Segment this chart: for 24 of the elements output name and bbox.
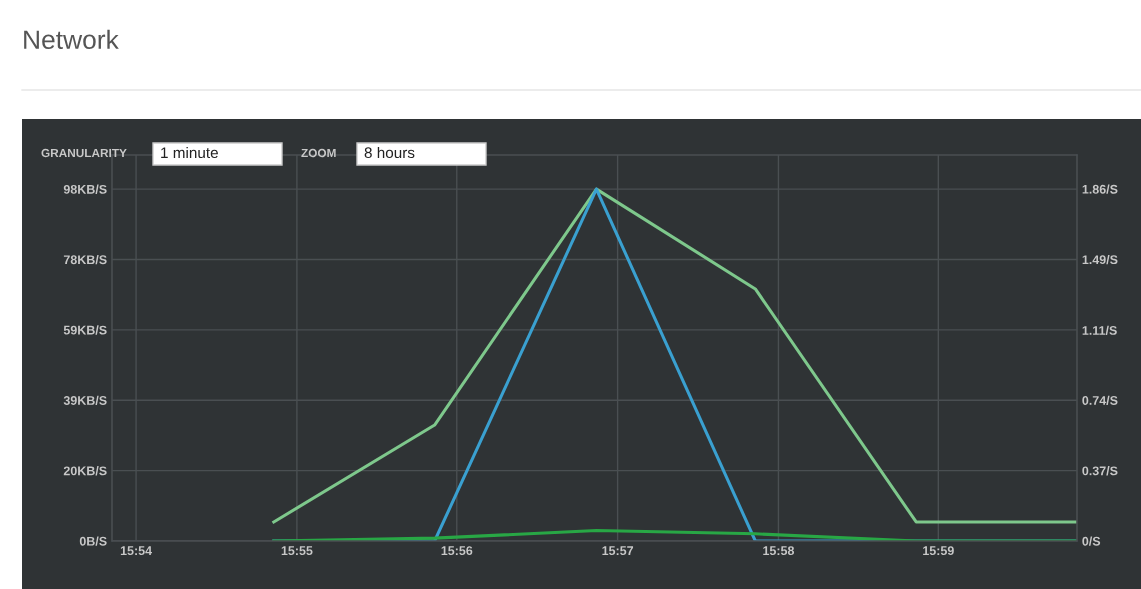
x-tick-label: 15:56	[441, 546, 473, 556]
annotation: 8 hours	[364, 146, 415, 159]
annotation: 1 minute	[161, 146, 218, 159]
x-tick-label: 15:55	[281, 546, 313, 556]
y-tick-label: 98KB/S	[63, 184, 107, 194]
y-tick-label: 78KB/S	[63, 254, 107, 265]
x-tick-label: 15:58	[763, 546, 795, 556]
x-tick-label: 15:57	[602, 546, 634, 556]
annotation: ZOOM	[301, 148, 336, 158]
chart-title: Network	[24, 29, 119, 50]
line-series	[272, 529, 1077, 541]
x-tick-label: 15:54	[120, 546, 152, 556]
y2-tick-label: 0.74/S	[1082, 395, 1118, 405]
y2-tick-label: 0.37/S	[1082, 466, 1118, 476]
annotation: GRANULARITY	[41, 148, 127, 158]
y-tick-label: 39KB/S	[63, 395, 107, 406]
y2-tick-label: 1.49/S	[1082, 254, 1118, 265]
y-tick-label: 0B/S	[79, 536, 107, 546]
y-tick-label: 20KB/S	[63, 466, 107, 476]
y2-tick-label: 1.86/S	[1082, 184, 1118, 194]
y-tick-label: 59KB/S	[63, 325, 107, 335]
x-tick-label: 15:59	[923, 546, 954, 556]
y2-tick-label: 1.11/S	[1082, 325, 1117, 335]
y2-tick-label: 0/S	[1082, 536, 1101, 546]
